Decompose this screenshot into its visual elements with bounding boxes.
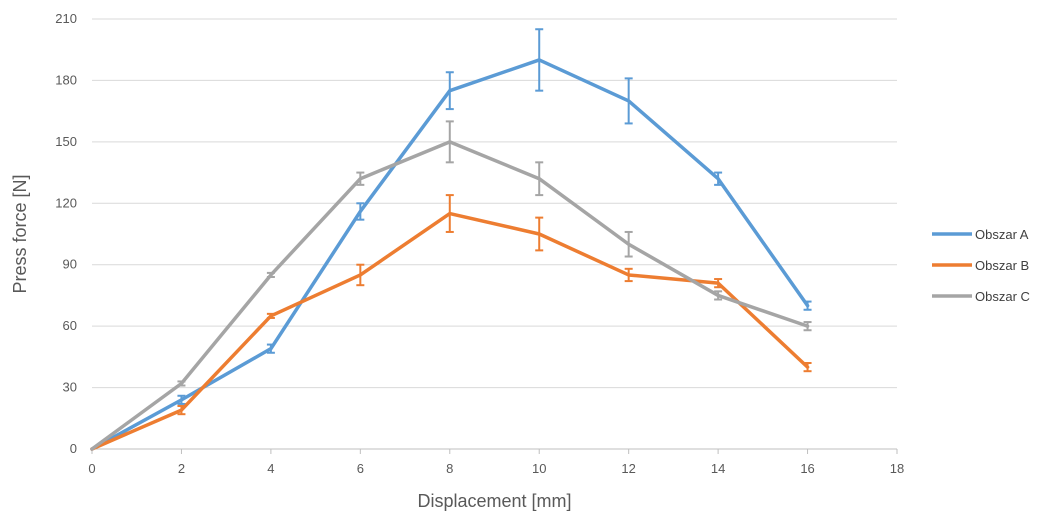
gridlines <box>92 18 897 389</box>
x-tick-label: 4 <box>267 461 274 476</box>
legend-item-obszar-a[interactable]: Obszar A <box>932 227 1029 242</box>
series-obszar-b <box>90 194 812 451</box>
y-axis-title: Press force [N] <box>10 174 30 293</box>
error-bar <box>266 312 275 319</box>
error-bar <box>356 171 365 186</box>
error-bar <box>714 278 723 289</box>
error-bar <box>624 267 633 283</box>
y-tick-label: 150 <box>55 134 77 149</box>
series-obszar-c <box>90 120 812 451</box>
error-bar <box>535 28 544 92</box>
legend-label: Obszar A <box>975 227 1029 242</box>
error-bar <box>535 161 544 197</box>
legend-label: Obszar B <box>975 258 1029 273</box>
x-tick-label: 8 <box>446 461 453 476</box>
legend-item-obszar-c[interactable]: Obszar C <box>932 289 1030 304</box>
legend[interactable]: Obszar A Obszar B Obszar C <box>932 227 1030 304</box>
x-tick-label: 6 <box>357 461 364 476</box>
error-bar <box>445 120 454 164</box>
x-tick-label: 14 <box>711 461 725 476</box>
x-axis-title: Displacement [mm] <box>417 491 571 511</box>
y-tick-label: 60 <box>63 318 77 333</box>
series-line-obszar-c <box>90 140 810 451</box>
x-tick-label: 0 <box>88 461 95 476</box>
error-bar <box>445 194 454 233</box>
series-line-obszar-b <box>90 211 810 451</box>
legend-item-obszar-b[interactable]: Obszar B <box>932 258 1029 273</box>
error-bar <box>177 405 186 416</box>
error-bar <box>714 290 723 301</box>
error-bar <box>803 300 812 311</box>
series-obszar-a <box>90 28 812 451</box>
error-bar <box>266 343 275 354</box>
y-tick-label: 0 <box>70 441 77 456</box>
error-bar <box>445 71 454 111</box>
error-bar <box>624 230 633 258</box>
x-tick-label: 12 <box>621 461 635 476</box>
error-bar <box>624 77 633 125</box>
error-bar <box>714 171 723 186</box>
y-tick-label: 30 <box>63 380 77 395</box>
series-group <box>90 28 812 451</box>
x-tick-label: 18 <box>890 461 904 476</box>
y-tick-label: 210 <box>55 11 77 26</box>
error-bar <box>535 216 544 252</box>
x-tick-label: 10 <box>532 461 546 476</box>
y-tick-label: 90 <box>63 257 77 272</box>
legend-label: Obszar C <box>975 289 1030 304</box>
error-bar <box>177 394 186 405</box>
x-tick-label: 16 <box>800 461 814 476</box>
y-tick-label: 120 <box>55 195 77 210</box>
error-bar <box>266 271 275 278</box>
error-bar <box>803 321 812 332</box>
error-bar <box>356 263 365 287</box>
x-tick-label: 2 <box>178 461 185 476</box>
error-bar <box>356 202 365 221</box>
error-bar <box>177 380 186 387</box>
y-tick-label: 180 <box>55 72 77 87</box>
error-bar <box>803 362 812 373</box>
